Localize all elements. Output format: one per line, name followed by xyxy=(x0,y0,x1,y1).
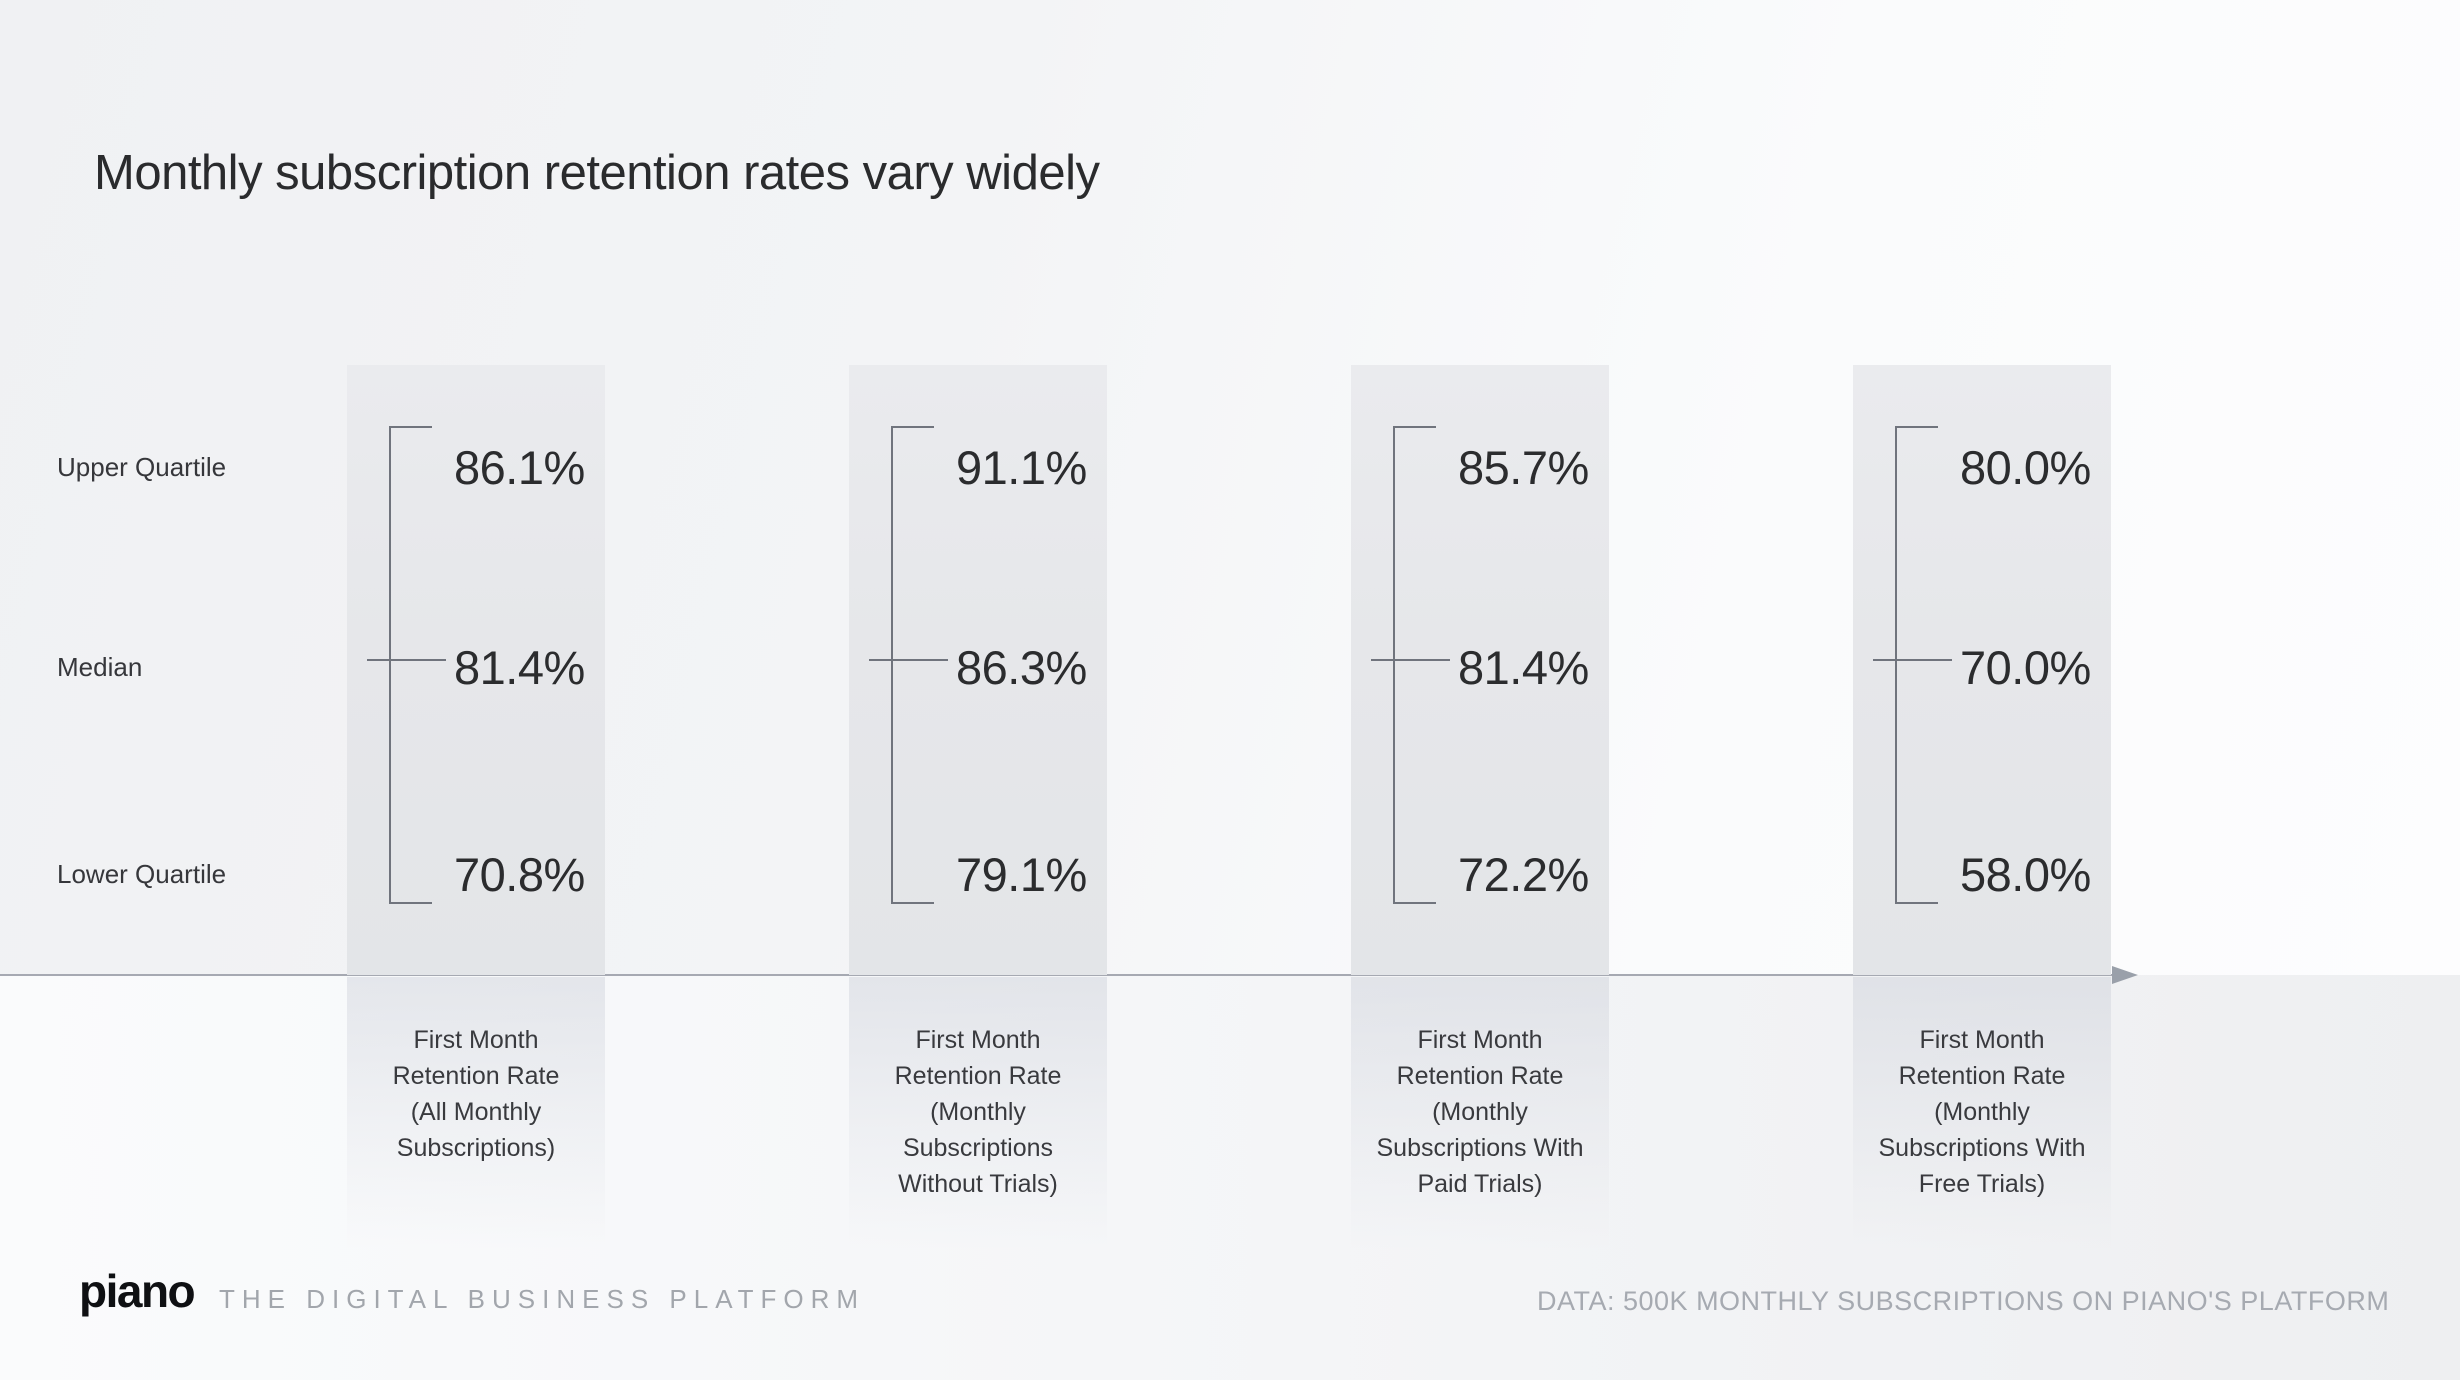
axis-arrow-icon xyxy=(2112,966,2138,984)
upper-quartile-value: 85.7% xyxy=(1458,441,1589,494)
column-label: First Month Retention Rate (Monthly Subs… xyxy=(894,1026,1062,1198)
column-reflection xyxy=(1853,977,2111,1249)
data-source-note: DATA: 500K MONTHLY SUBSCRIPTIONS ON PIAN… xyxy=(1537,1286,2390,1316)
bracket-bottom-tick xyxy=(1393,902,1436,904)
upper-quartile-value: 91.1% xyxy=(956,441,1087,494)
column-reflection xyxy=(1351,977,1609,1249)
lower-quartile-value: 70.8% xyxy=(454,848,585,901)
bracket-line xyxy=(891,426,893,904)
column-reflection xyxy=(849,977,1107,1249)
bracket-bottom-tick xyxy=(389,902,432,904)
bracket-median-tick xyxy=(1873,659,1952,661)
column-all-monthly: 86.1% 81.4% 70.8% First Month Retention … xyxy=(347,0,605,1380)
lower-background xyxy=(0,975,2460,1380)
column-free-trials: 80.0% 70.0% 58.0% First Month Retention … xyxy=(1853,0,2111,1380)
column-reflection xyxy=(347,977,605,1249)
column-label: First Month Retention Rate (Monthly Subs… xyxy=(1376,1026,1584,1198)
column-label: First Month Retention Rate (Monthly Subs… xyxy=(1878,1026,2086,1198)
bracket-median-tick xyxy=(869,659,948,661)
upper-quartile-value: 80.0% xyxy=(1960,441,2091,494)
bracket-bottom-tick xyxy=(891,902,934,904)
brand-tagline: THE DIGITAL BUSINESS PLATFORM xyxy=(219,1284,866,1314)
column-label: First Month Retention Rate (All Monthly … xyxy=(392,1026,560,1162)
page-title: Monthly subscription retention rates var… xyxy=(94,146,1100,200)
upper-quartile-value: 86.1% xyxy=(454,441,585,494)
bracket-median-tick xyxy=(1371,659,1450,661)
bracket-top-tick xyxy=(389,426,432,428)
row-label-median: Median xyxy=(57,652,143,682)
column-paid-trials: 85.7% 81.4% 72.2% First Month Retention … xyxy=(1351,0,1609,1380)
bracket-line xyxy=(1393,426,1395,904)
row-label-lower-quartile: Lower Quartile xyxy=(57,859,227,889)
baseline-axis xyxy=(0,974,2112,976)
median-value: 81.4% xyxy=(1458,641,1589,694)
median-value: 70.0% xyxy=(1960,641,2091,694)
bracket-bottom-tick xyxy=(1895,902,1938,904)
lower-quartile-value: 79.1% xyxy=(956,848,1087,901)
row-label-upper-quartile: Upper Quartile xyxy=(57,452,227,482)
bracket-line xyxy=(389,426,391,904)
median-value: 86.3% xyxy=(956,641,1087,694)
column-without-trials: 91.1% 86.3% 79.1% First Month Retention … xyxy=(849,0,1107,1380)
lower-quartile-value: 72.2% xyxy=(1458,848,1589,901)
median-value: 81.4% xyxy=(454,641,585,694)
bracket-top-tick xyxy=(1895,426,1938,428)
bracket-top-tick xyxy=(1393,426,1436,428)
bracket-line xyxy=(1895,426,1897,904)
lower-quartile-value: 58.0% xyxy=(1960,848,2091,901)
piano-logo: piano xyxy=(79,1265,196,1317)
bracket-top-tick xyxy=(891,426,934,428)
bracket-median-tick xyxy=(367,659,446,661)
